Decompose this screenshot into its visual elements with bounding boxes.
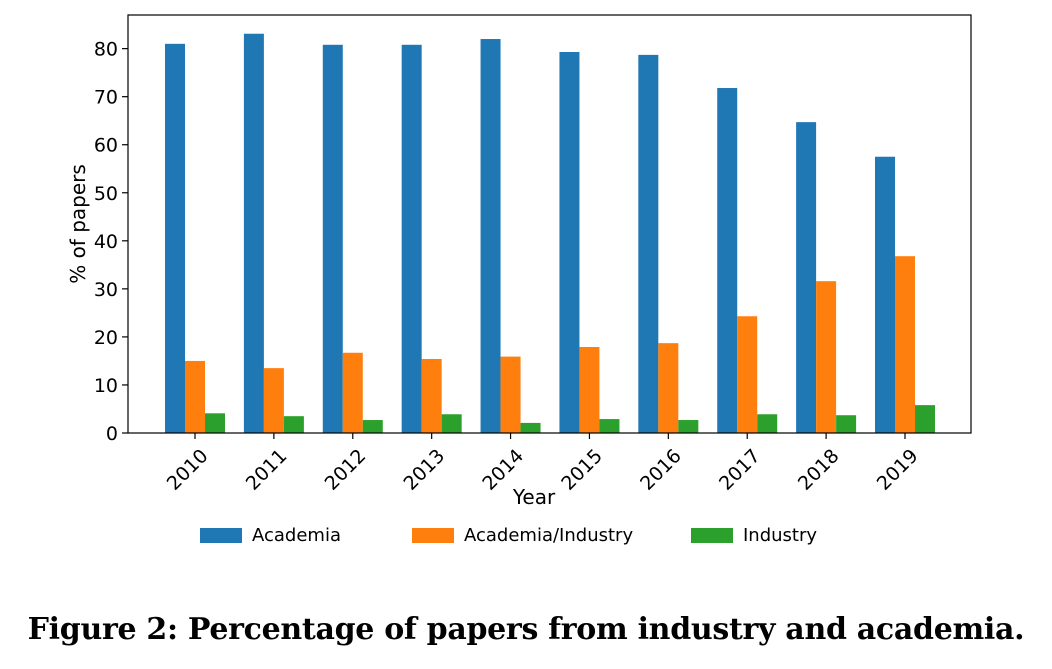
x-tick-label: 2016	[636, 445, 686, 495]
y-tick-label: 10	[94, 375, 118, 397]
bar-academia-2011	[243, 33, 264, 434]
bar-academia-industry-2011	[263, 368, 284, 433]
x-tick-label: 2013	[399, 445, 449, 495]
x-tick-label: 2017	[715, 445, 765, 495]
legend: Academia Academia/Industry Industry	[200, 525, 817, 546]
bar-academia-industry-2015	[579, 346, 600, 433]
y-tick-label: 20	[94, 327, 118, 349]
bar-industry-2012	[362, 420, 383, 433]
y-tick-label: 0	[106, 423, 118, 445]
bars	[165, 33, 935, 434]
y-axis-label: % of papers	[66, 164, 90, 284]
bar-industry-2011	[283, 416, 304, 433]
bar-industry-2019	[915, 405, 935, 433]
bar-academia-2014	[480, 39, 501, 434]
bar-academia-2018	[796, 122, 817, 434]
bar-academia-industry-2010	[185, 360, 205, 433]
bar-academia-2019	[875, 156, 895, 433]
bar-industry-2017	[757, 414, 778, 433]
y-tick-label: 60	[94, 135, 118, 157]
bar-academia-industry-2017	[737, 316, 758, 433]
x-tick-label: 2011	[242, 445, 292, 495]
y-tick-label: 70	[94, 87, 118, 109]
bar-academia-2016	[638, 54, 659, 433]
bar-academia-industry-2016	[658, 343, 679, 433]
bar-academia-2010	[165, 43, 185, 434]
x-tick-label: 2019	[873, 445, 923, 495]
figure-caption: Figure 2: Percentage of papers from indu…	[27, 612, 1025, 647]
y-tick-label: 80	[94, 39, 118, 61]
plot-frame	[127, 14, 972, 434]
legend-label: Academia	[252, 525, 341, 546]
bar-academia-2012	[322, 44, 343, 433]
y-tick-label: 30	[94, 279, 118, 301]
bar-academia-industry-2012	[342, 352, 363, 433]
x-tick-label: 2010	[163, 445, 213, 495]
bar-industry-2013	[441, 414, 462, 433]
bar-academia-2013	[401, 44, 422, 433]
x-axis-label: Year	[512, 485, 556, 509]
bar-academia-2015	[559, 51, 580, 434]
bar-industry-2016	[678, 420, 699, 433]
bar-industry-2015	[599, 419, 620, 433]
y-tick-label: 40	[94, 231, 118, 253]
bar-academia-industry-2013	[421, 359, 442, 433]
bar-academia-industry-2019	[895, 256, 915, 433]
bar-industry-2010	[205, 413, 225, 433]
x-tick-label: 2012	[321, 445, 371, 495]
legend-label: Academia/Industry	[464, 525, 633, 546]
bar-academia-industry-2014	[500, 356, 521, 433]
bar-academia-industry-2018	[816, 281, 837, 433]
y-tick-label: 50	[94, 183, 118, 205]
x-tick-label: 2018	[794, 445, 844, 495]
legend-swatch-academia	[200, 528, 242, 543]
bar-academia-2017	[717, 88, 738, 434]
bar-industry-2018	[836, 415, 857, 433]
y-axis-ticks: 0 10 20 30 40 50 60 70 80	[94, 39, 128, 445]
bar-industry-2014	[520, 422, 541, 433]
x-tick-label: 2015	[557, 445, 607, 495]
legend-swatch-academia-industry	[412, 528, 454, 543]
legend-label: Industry	[743, 525, 817, 546]
legend-swatch-industry	[691, 528, 733, 543]
